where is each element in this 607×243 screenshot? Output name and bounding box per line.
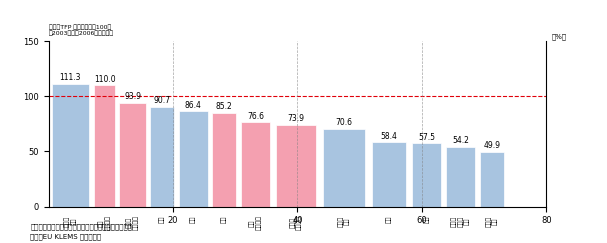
Bar (446, 147, 475, 207)
Text: 食品: 食品 (222, 215, 227, 223)
Bar (412, 143, 441, 207)
Text: 運輸・
通信: 運輸・ 通信 (338, 215, 350, 227)
Bar (52, 84, 89, 207)
Text: 73.9: 73.9 (287, 114, 304, 123)
Bar (323, 129, 365, 207)
Text: （%）: （%） (551, 33, 566, 40)
Text: 小売: 小売 (387, 215, 392, 223)
Bar (94, 85, 115, 207)
Bar (212, 113, 236, 207)
Text: 卸売: 卸売 (424, 215, 429, 223)
Text: その他
製造業種: その他 製造業種 (290, 215, 302, 230)
Text: 化学: 化学 (159, 215, 165, 223)
Text: 49.9: 49.9 (483, 141, 500, 150)
Text: 57.5: 57.5 (418, 132, 435, 142)
Text: 教育・
医療: 教育・ 医療 (486, 215, 498, 227)
Text: 86.4: 86.4 (185, 101, 202, 110)
Text: 85.2: 85.2 (216, 102, 232, 111)
Bar (120, 103, 146, 207)
Text: 110.0: 110.0 (93, 75, 115, 84)
Bar (150, 107, 174, 207)
Text: 建設: 建設 (191, 215, 196, 223)
Bar (178, 111, 208, 207)
Text: 93.9: 93.9 (124, 92, 141, 102)
Text: 金融・
保険: 金融・ 保険 (64, 215, 76, 227)
Text: 縦軸：TFP 水準（米国＝100）
（2003年から2006年の平均）: 縦軸：TFP 水準（米国＝100） （2003年から2006年の平均） (49, 24, 114, 36)
Text: 58.4: 58.4 (381, 131, 398, 140)
Text: 資料：EU KLEMS から作成。: 資料：EU KLEMS から作成。 (30, 233, 101, 240)
Text: 111.3: 111.3 (59, 73, 81, 82)
Bar (241, 122, 270, 207)
Bar (276, 125, 316, 207)
Text: 70.6: 70.6 (336, 118, 353, 127)
Bar (480, 152, 504, 207)
Text: 輸送用
機械器械: 輸送用 機械器械 (126, 215, 138, 230)
Text: 一般
機械器械: 一般 機械器械 (98, 215, 110, 230)
Text: 電気
機械器械: 電気 機械器械 (249, 215, 262, 230)
Text: 備考：製造業は赤、非製造業は青で色づけしている。: 備考：製造業は赤、非製造業は青で色づけしている。 (30, 223, 132, 230)
Text: 90.7: 90.7 (154, 96, 171, 105)
Text: 54.2: 54.2 (452, 136, 469, 145)
Text: 76.6: 76.6 (247, 112, 264, 121)
Text: 電気・
ガス・
水道: 電気・ ガス・ 水道 (452, 215, 470, 227)
Bar (372, 142, 407, 207)
